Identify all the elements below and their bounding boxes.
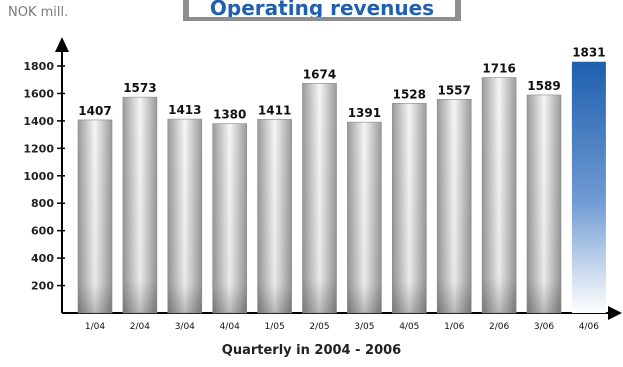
bar-shade	[167, 119, 202, 313]
x-tick-label: 2/06	[489, 322, 509, 332]
bar-value-label: 1589	[527, 79, 560, 93]
bar-value-label: 1407	[78, 104, 111, 118]
bar-outline	[436, 99, 472, 314]
bar-outline	[391, 103, 427, 314]
bar-outline	[167, 118, 203, 314]
bar-value-label: 1391	[348, 106, 381, 120]
x-tick-label: 2/04	[130, 322, 150, 332]
bar-value-label: 1716	[482, 62, 515, 76]
bar-shade	[257, 119, 292, 313]
bar-shade	[482, 77, 517, 313]
x-tick-label: 3/06	[534, 322, 554, 332]
x-tick-label: 2/05	[309, 322, 329, 332]
bar-value-label: 1573	[123, 81, 156, 95]
y-tick-label: 800	[31, 197, 54, 210]
bar-shade	[392, 103, 427, 313]
bar-outline	[257, 119, 292, 314]
x-axis-arrow	[608, 306, 622, 320]
x-tick-label: 3/04	[175, 322, 195, 332]
bar-shade	[347, 122, 382, 313]
bar-outline	[302, 82, 337, 314]
bar-outline	[77, 119, 113, 314]
y-tick-label: 1800	[23, 60, 54, 73]
x-axis-title: Quarterly in 2004 - 2006	[221, 343, 402, 358]
bar-outline	[481, 77, 517, 314]
x-tick-label: 1/06	[444, 322, 464, 332]
x-tick-label: 4/04	[220, 322, 240, 332]
bar-shade	[78, 119, 112, 313]
bar-value-label: 1557	[437, 83, 470, 97]
bar-shade	[212, 123, 247, 313]
y-tick-label: 1000	[23, 170, 54, 183]
bar-shade	[122, 97, 157, 313]
chart-title-box: Operating revenues	[183, 0, 461, 21]
y-tick-label: 1200	[23, 142, 54, 155]
bar-value-label: 1380	[213, 108, 246, 122]
bar-value-label: 1831	[572, 46, 605, 60]
y-tick-label: 1600	[23, 87, 54, 100]
x-tick-label: 1/05	[264, 322, 284, 332]
y-tick-label: 400	[31, 252, 54, 265]
bar-outline	[212, 123, 247, 314]
bar-value-label: 1413	[168, 103, 201, 117]
chart-title: Operating revenues	[189, 0, 455, 17]
y-axis-arrow	[55, 37, 69, 52]
y-tick-label: 600	[31, 225, 54, 238]
bar-shade	[437, 99, 472, 313]
bar-outline	[347, 121, 382, 314]
bar-outline	[122, 96, 158, 314]
bar-shade	[527, 94, 561, 313]
bar-outline	[526, 94, 562, 314]
x-tick-label: 4/05	[399, 322, 419, 332]
y-tick-label: 1400	[23, 115, 54, 128]
bar-value-label: 1674	[303, 67, 336, 81]
x-tick-label: 3/05	[354, 322, 374, 332]
bar-value-label: 1411	[258, 103, 291, 117]
bar-shade	[302, 83, 337, 313]
y-axis-unit-label: NOK mill.	[8, 5, 69, 20]
bar-highlight	[571, 61, 606, 314]
y-tick-label: 200	[31, 280, 54, 293]
x-tick-label: 4/06	[579, 322, 599, 332]
bar-value-label: 1528	[393, 87, 426, 101]
x-tick-label: 1/04	[85, 322, 105, 332]
